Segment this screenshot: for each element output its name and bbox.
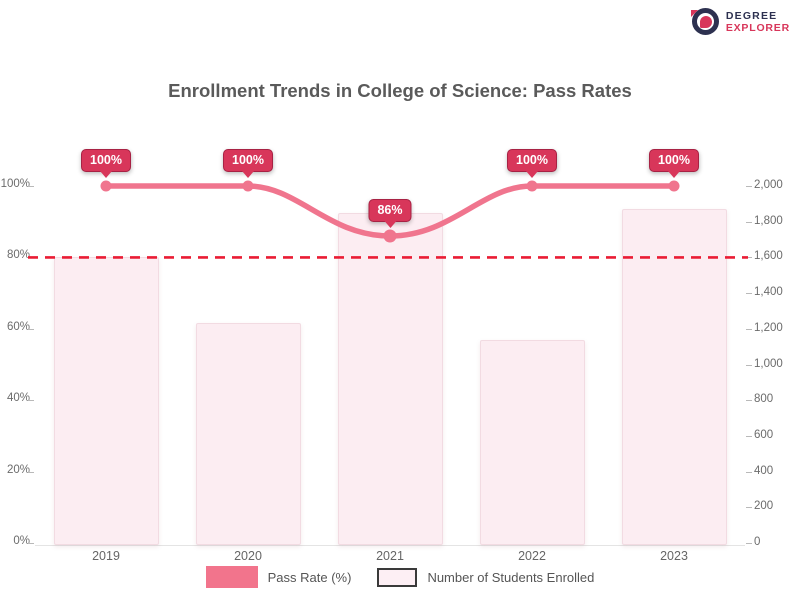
legend-item-pass-rate[interactable]: Pass Rate (%) xyxy=(205,566,352,588)
logo-blob-shape xyxy=(699,16,712,28)
pass-rate-badge: 100% xyxy=(649,149,699,172)
pass-rate-point-marker xyxy=(100,180,112,192)
brand-name-line1: DEGREE xyxy=(725,9,778,22)
enrollment-bar xyxy=(195,323,301,545)
left-axis-tick-mark xyxy=(28,400,34,402)
brand-name-line2: EXPLORER xyxy=(725,21,790,34)
right-axis-tick-mark xyxy=(746,471,752,473)
x-axis-category-label: 2023 xyxy=(660,549,688,563)
right-axis-tick-mark xyxy=(746,400,752,402)
pass-rate-badge: 100% xyxy=(223,149,273,172)
brand-logo: DEGREE EXPLORER xyxy=(690,8,790,35)
left-axis-tick-label: 60% xyxy=(6,320,30,333)
x-axis-category-label: 2022 xyxy=(518,549,546,563)
legend-swatch-bar-series xyxy=(377,567,418,587)
legend-swatch-line-series xyxy=(205,566,258,588)
right-axis-tick-label: 400 xyxy=(754,464,774,477)
legend-label-enrollment: Number of Students Enrolled xyxy=(427,569,595,585)
enrollment-bar xyxy=(479,339,585,545)
left-axis-tick-mark xyxy=(28,186,34,187)
legend-item-enrollment[interactable]: Number of Students Enrolled xyxy=(377,567,595,587)
right-axis-tick-mark xyxy=(746,364,752,366)
right-axis-tick-mark xyxy=(746,221,752,223)
left-axis-tick-label: 80% xyxy=(6,249,30,262)
logo-notch-shape xyxy=(690,10,698,17)
pass-rate-point-marker xyxy=(668,180,680,192)
pass-rate-badge: 100% xyxy=(81,149,131,172)
brand-logo-icon xyxy=(690,8,719,35)
pass-rate-badge: 86% xyxy=(368,198,412,222)
x-axis-line xyxy=(35,545,745,546)
right-axis-tick-mark xyxy=(746,435,752,437)
right-axis-tick-mark xyxy=(746,543,752,544)
right-axis-tick-label: 2,000 xyxy=(754,179,783,191)
left-axis-tick-mark xyxy=(28,471,34,473)
left-axis-tick-label: 100% xyxy=(0,178,30,190)
right-axis-tick-label: 1,600 xyxy=(754,250,783,263)
right-axis-tick-label: 0 xyxy=(754,536,761,548)
right-axis-tick-mark xyxy=(746,293,752,295)
chart-legend: Pass Rate (%) Number of Students Enrolle… xyxy=(0,566,800,588)
x-axis-category-label: 2021 xyxy=(376,549,404,563)
left-axis-tick-mark xyxy=(28,328,34,330)
right-axis-tick-label: 1,400 xyxy=(754,286,783,299)
right-axis-tick-label: 1,000 xyxy=(754,357,783,370)
pass-rate-point-marker xyxy=(242,180,254,192)
left-axis-tick-mark xyxy=(28,257,34,259)
chart-title: Enrollment Trends in College of Science:… xyxy=(168,80,632,101)
legend-label-pass-rate: Pass Rate (%) xyxy=(267,569,352,585)
left-axis-tick-mark xyxy=(28,543,34,544)
pass-rate-badge: 100% xyxy=(507,149,557,172)
right-axis-tick-mark xyxy=(746,328,752,330)
right-axis-tick-mark xyxy=(746,507,752,509)
enrollment-bar xyxy=(621,209,727,545)
enrollment-bar xyxy=(337,212,443,545)
right-axis-tick-label: 1,800 xyxy=(754,214,783,227)
right-axis-tick-mark xyxy=(746,257,752,259)
pass-rate-point-marker xyxy=(526,180,538,192)
left-axis-tick-label: 40% xyxy=(6,392,30,405)
right-axis-tick-label: 800 xyxy=(754,393,774,406)
left-axis-tick-label: 0% xyxy=(13,535,30,547)
right-axis-tick-label: 600 xyxy=(754,428,774,441)
right-axis-tick-label: 200 xyxy=(754,500,774,513)
brand-logo-text: DEGREE EXPLORER xyxy=(726,10,790,34)
x-axis-category-label: 2020 xyxy=(234,549,262,563)
right-axis-tick-mark xyxy=(746,186,752,187)
enrollment-bar xyxy=(53,257,159,545)
left-axis-tick-label: 20% xyxy=(6,463,30,476)
right-axis-tick-label: 1,200 xyxy=(754,321,783,334)
x-axis-category-label: 2019 xyxy=(92,549,120,563)
